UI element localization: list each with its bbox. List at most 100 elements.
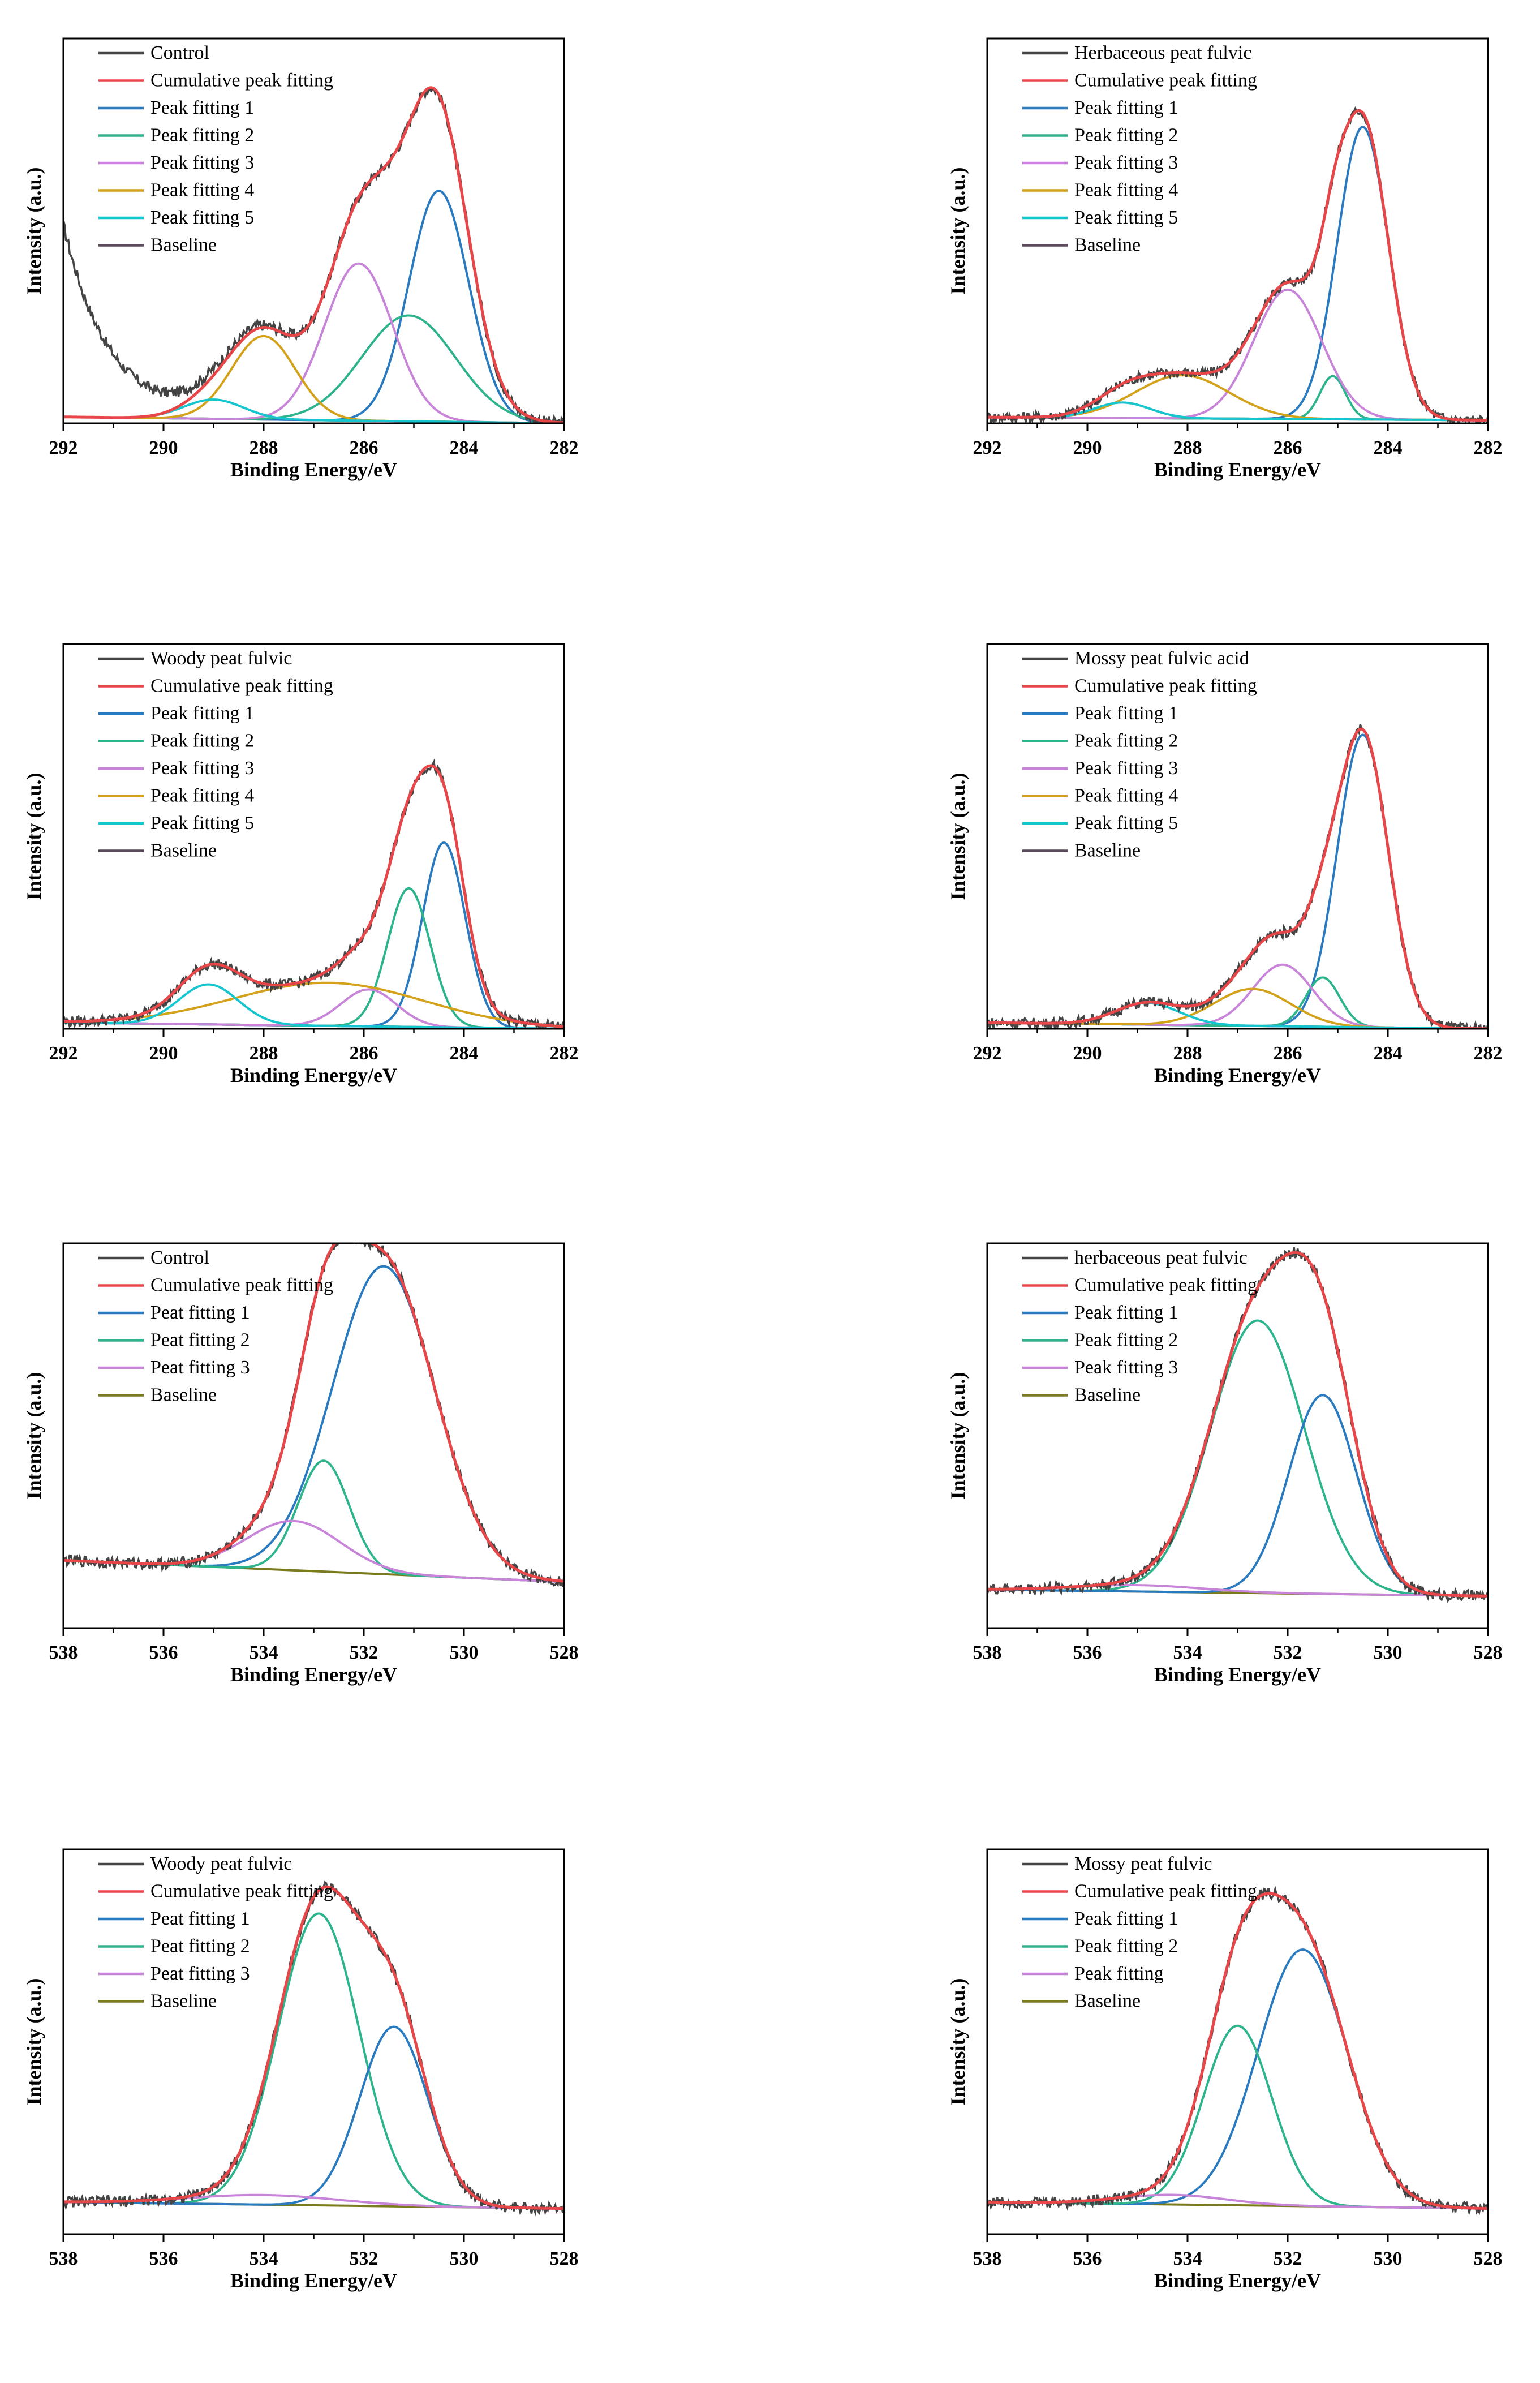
- x-tick-label: 538: [49, 2248, 78, 2269]
- series-raw-spectrum: [63, 1880, 564, 2217]
- series-peak-fitting-3: [63, 1519, 564, 1583]
- x-tick-label: 292: [49, 437, 78, 458]
- legend: Woody peat fulvic Cumulative peak fitting…: [98, 1853, 333, 2012]
- x-axis-title: Binding Energy/eV: [230, 458, 397, 481]
- legend: Mossy peat fulvic acid Cumulative peak fi…: [1022, 648, 1257, 861]
- x-tick-label: 536: [1073, 1642, 1102, 1663]
- series-raw-spectrum: [987, 1247, 1488, 1604]
- x-tick-label: 282: [550, 437, 579, 458]
- series-cumulative-peak-fitting: [987, 1892, 1488, 2210]
- y-axis-title: Intensity (a.u.): [23, 1372, 45, 1499]
- legend-label: Baseline: [1074, 235, 1141, 256]
- series-cumulative-peak-fitting: [987, 1251, 1488, 1598]
- x-tick-label: 538: [49, 1642, 78, 1663]
- legend-label: Baseline: [150, 1385, 217, 1406]
- x-axis-title: Binding Energy/eV: [1154, 458, 1321, 481]
- legend-label: Peak fitting 4: [1074, 180, 1178, 201]
- x-axis-title: Binding Energy/eV: [230, 1663, 397, 1686]
- legend-label: Baseline: [150, 235, 217, 256]
- plot-area: [987, 1885, 1488, 2216]
- series-cumulative-peak-fitting: [987, 727, 1488, 1029]
- legend-label: Peak fitting 2: [150, 125, 254, 146]
- legend-label: Cumulative peak fitting: [1074, 70, 1257, 91]
- legend-label: Baseline: [1074, 840, 1141, 861]
- legend-label: Peak fitting 3: [1074, 1357, 1178, 1378]
- legend-label: Cumulative peak fitting: [1074, 676, 1257, 697]
- x-tick-label: 530: [1374, 2248, 1403, 2269]
- x-tick-label: 536: [1073, 2248, 1102, 2269]
- x-tick-label: 292: [49, 1043, 78, 1064]
- legend-label: Peak fitting 4: [150, 785, 254, 806]
- x-tick-label: 282: [550, 1043, 579, 1064]
- x-tick-label: 286: [350, 1043, 378, 1064]
- legend-label: Peak fitting 1: [1074, 703, 1178, 724]
- x-axis-title: Binding Energy/eV: [230, 2269, 397, 2292]
- x-tick-label: 286: [1274, 437, 1302, 458]
- legend: Mossy peat fulvic Cumulative peak fitting…: [1022, 1853, 1257, 2012]
- x-tick-label: 292: [973, 1043, 1002, 1064]
- legend-label: Peak fitting 5: [150, 207, 254, 228]
- x-tick-label: 532: [1274, 2248, 1302, 2269]
- x-tick-label: 286: [1274, 1043, 1302, 1064]
- x-tick-label: 532: [350, 2248, 378, 2269]
- legend-label: Baseline: [1074, 1385, 1141, 1406]
- y-axis-title: Intensity (a.u.): [947, 772, 969, 900]
- x-tick-label: 290: [149, 437, 178, 458]
- series-cumulative-peak-fitting: [63, 1885, 564, 2210]
- legend-label: Peat fitting 1: [150, 1302, 250, 1323]
- series-peak-fitting-2: [63, 2025, 564, 2210]
- plot-area: [987, 724, 1488, 1029]
- y-axis-title: Intensity (a.u.): [23, 772, 45, 900]
- legend-label: Woody peat fulvic: [150, 1853, 292, 1874]
- legend-label: Baseline: [150, 1991, 217, 2012]
- series-peak-fitting-2: [987, 1394, 1488, 1598]
- legend-label: Mossy peat fulvic: [1074, 1853, 1212, 1874]
- plot-area: [987, 1247, 1488, 1604]
- y-axis-title: Intensity (a.u.): [947, 1978, 969, 2105]
- x-tick-label: 534: [1173, 1642, 1202, 1663]
- legend: herbaceous peat fulvic Cumulative peak fi…: [1022, 1247, 1257, 1406]
- x-axis-title: Binding Energy/eV: [1154, 2269, 1321, 2292]
- x-tick-label: 282: [1474, 437, 1503, 458]
- legend-label: Peak fitting 3: [1074, 758, 1178, 779]
- x-tick-label: 286: [350, 437, 378, 458]
- panel-O1s-woody: 538 536 534 532 530 528 Binding Energy/eV Inten…: [23, 1848, 579, 2292]
- x-tick-label: 284: [450, 1043, 479, 1064]
- series-peak-fitting-1: [987, 1948, 1488, 2210]
- series-peak-fitting-1: [63, 1912, 564, 2210]
- legend-label: Cumulative peak fitting: [1074, 1275, 1257, 1296]
- panel-O1s-mossy: 538 536 534 532 530 528 Binding Energy/eV Inten…: [947, 1848, 1503, 2292]
- x-tick-label: 284: [1374, 1043, 1403, 1064]
- legend-label: herbaceous peat fulvic: [1074, 1247, 1248, 1268]
- panel-C1s-mossy: 292 290 288 286 284 282 Binding Energy/eV Inten…: [947, 643, 1503, 1087]
- y-axis-title: Intensity (a.u.): [23, 167, 45, 294]
- panel-C1s-control: 292 290 288 286 284 282 Binding Energy/eV Inten…: [23, 37, 579, 481]
- series-peak-fitting-5: [987, 401, 1488, 422]
- panel-C1s-woody: 292 290 288 286 284 282 Binding Energy/eV Inten…: [23, 643, 579, 1087]
- series-cumulative-peak-fitting: [63, 764, 564, 1028]
- series-raw-spectrum: [63, 758, 564, 1029]
- plot-area: [63, 1880, 564, 2217]
- series-peak-fitting-5: [63, 398, 564, 423]
- legend-label: Peak fitting 5: [1074, 813, 1178, 834]
- x-tick-label: 290: [149, 1043, 178, 1064]
- series-cumulative-peak-fitting: [987, 109, 1488, 422]
- plot-frame: [986, 37, 1489, 424]
- legend-label: Peat fitting 2: [150, 1330, 250, 1351]
- x-tick-label: 284: [450, 437, 479, 458]
- x-tick-label: 538: [973, 1642, 1002, 1663]
- x-tick-label: 528: [550, 1642, 579, 1663]
- legend-label: Peak fitting 4: [150, 180, 254, 201]
- series-raw-spectrum: [63, 87, 564, 423]
- x-tick-label: 528: [1474, 2248, 1503, 2269]
- x-tick-label: 530: [450, 2248, 479, 2269]
- x-tick-label: 282: [1474, 1043, 1503, 1064]
- x-tick-label: 290: [1073, 437, 1102, 458]
- x-tick-label: 528: [1474, 1642, 1503, 1663]
- series-peak-fitting-4: [63, 981, 564, 1028]
- plot-frame: [986, 1848, 1489, 2235]
- x-tick-label: 288: [1173, 1043, 1202, 1064]
- series-cumulative-peak-fitting: [63, 86, 564, 423]
- legend-label: Peak fitting 2: [1074, 731, 1178, 752]
- legend-label: Peak fitting 2: [150, 731, 254, 752]
